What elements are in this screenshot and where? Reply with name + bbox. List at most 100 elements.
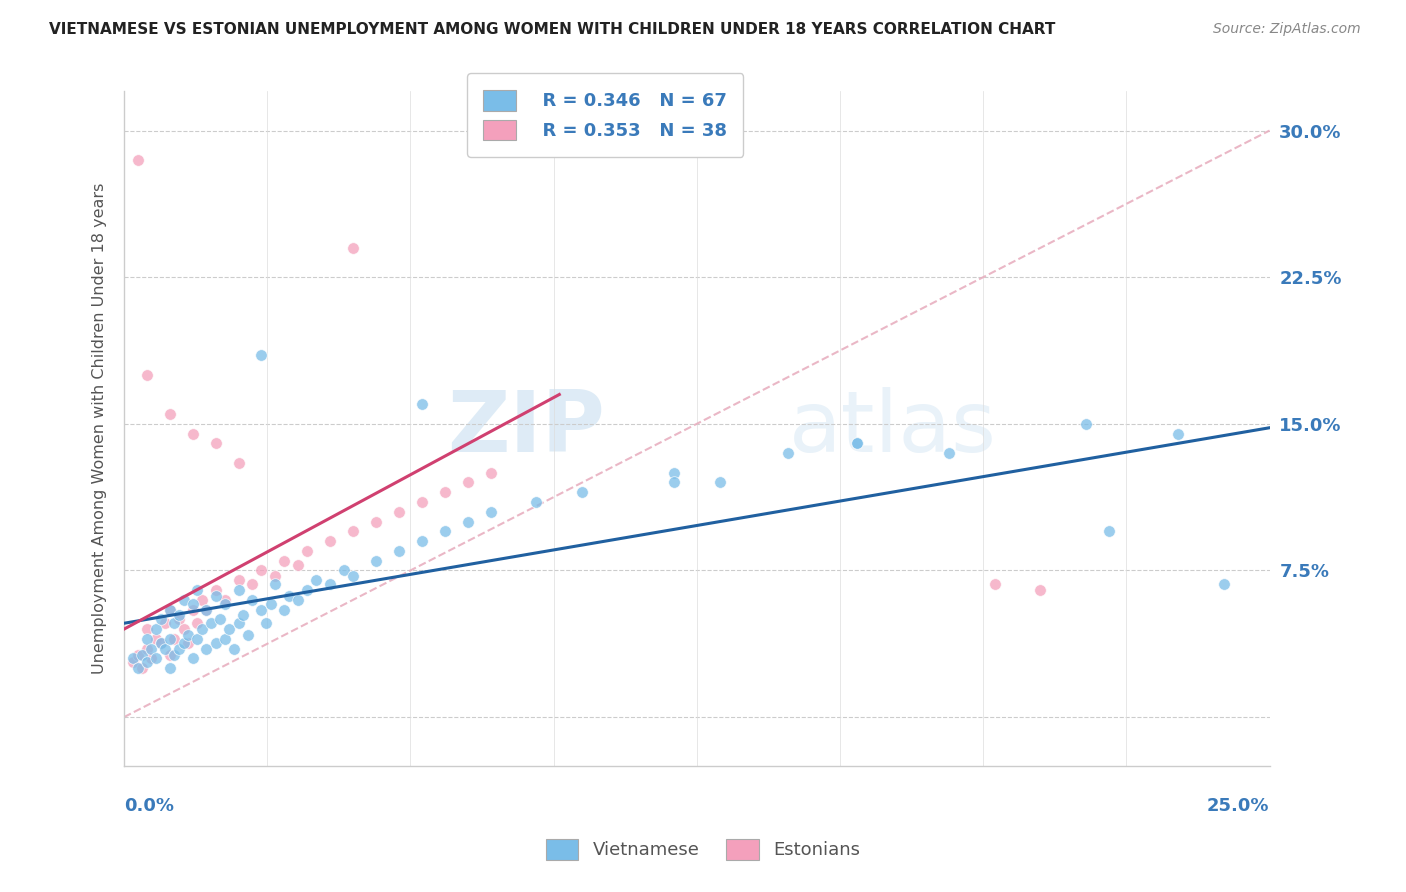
Point (214, 632, 236, 646)
Point (173, 592, 195, 607)
Point (433, 524, 456, 539)
Point (159, 648, 181, 662)
Point (846, 436, 869, 450)
Point (228, 574, 250, 588)
Point (214, 597, 236, 611)
Point (228, 582, 250, 597)
Point (181, 651, 204, 665)
Text: Source: ZipAtlas.com: Source: ZipAtlas.com (1213, 22, 1361, 37)
Point (155, 616, 177, 631)
Point (209, 612, 232, 626)
Point (342, 524, 364, 539)
Point (778, 446, 800, 460)
Point (287, 558, 309, 572)
Point (145, 622, 167, 636)
Point (177, 628, 200, 642)
Point (167, 612, 190, 626)
Point (163, 648, 186, 662)
Point (297, 582, 319, 597)
Point (145, 632, 167, 646)
Point (319, 577, 342, 591)
Text: 0.0%: 0.0% (124, 797, 174, 814)
Point (149, 636, 172, 650)
Point (846, 436, 869, 450)
Point (388, 505, 411, 519)
Point (259, 597, 281, 611)
Legend: Vietnamese, Estonians: Vietnamese, Estonians (538, 831, 868, 867)
Point (1076, 417, 1098, 431)
Point (433, 485, 456, 500)
Point (222, 641, 245, 656)
Text: ZIP: ZIP (447, 387, 605, 470)
Point (232, 608, 254, 623)
Point (200, 616, 222, 631)
Point (1212, 577, 1234, 591)
Point (240, 592, 263, 607)
Point (240, 577, 263, 591)
Point (163, 616, 186, 631)
Point (250, 602, 273, 616)
Point (195, 602, 218, 616)
Point (342, 569, 364, 583)
Point (135, 368, 157, 382)
Point (1167, 426, 1189, 441)
Point (204, 436, 226, 450)
Point (135, 641, 157, 656)
Point (155, 641, 177, 656)
Point (135, 656, 157, 670)
Point (333, 564, 356, 578)
Point (1098, 524, 1121, 539)
Point (297, 544, 319, 558)
Point (204, 582, 226, 597)
Point (181, 602, 204, 616)
Point (191, 622, 214, 636)
Point (167, 641, 190, 656)
Point (709, 475, 731, 490)
Point (122, 651, 145, 665)
Point (131, 661, 153, 675)
Point (173, 636, 195, 650)
Point (135, 632, 157, 646)
Point (250, 564, 273, 578)
Point (364, 515, 387, 529)
Text: VIETNAMESE VS ESTONIAN UNEMPLOYMENT AMONG WOMEN WITH CHILDREN UNDER 18 YEARS COR: VIETNAMESE VS ESTONIAN UNEMPLOYMENT AMON… (49, 22, 1056, 37)
Point (388, 544, 411, 558)
Point (127, 648, 149, 662)
Point (127, 661, 149, 675)
Point (526, 495, 548, 509)
Point (457, 475, 479, 490)
Point (278, 589, 301, 603)
Point (1029, 582, 1052, 597)
Point (163, 632, 186, 646)
Point (159, 602, 181, 616)
Point (177, 636, 200, 650)
Point (159, 632, 181, 646)
Point (167, 608, 190, 623)
Point (149, 612, 172, 626)
Point (228, 616, 250, 631)
Point (264, 577, 287, 591)
Point (479, 505, 502, 519)
Point (204, 589, 226, 603)
Point (411, 495, 433, 509)
Text: atlas: atlas (789, 387, 997, 470)
Point (236, 628, 259, 642)
Point (159, 661, 181, 675)
Point (204, 636, 226, 650)
Text: 25.0%: 25.0% (1208, 797, 1270, 814)
Point (457, 515, 479, 529)
Point (273, 602, 295, 616)
Point (141, 651, 163, 665)
Point (411, 534, 433, 549)
Point (181, 426, 204, 441)
Point (938, 446, 960, 460)
Point (411, 397, 433, 411)
Point (127, 153, 149, 167)
Point (319, 534, 342, 549)
Point (218, 622, 240, 636)
Point (195, 602, 218, 616)
Point (135, 622, 157, 636)
Point (571, 485, 593, 500)
Point (254, 616, 277, 631)
Point (159, 602, 181, 616)
